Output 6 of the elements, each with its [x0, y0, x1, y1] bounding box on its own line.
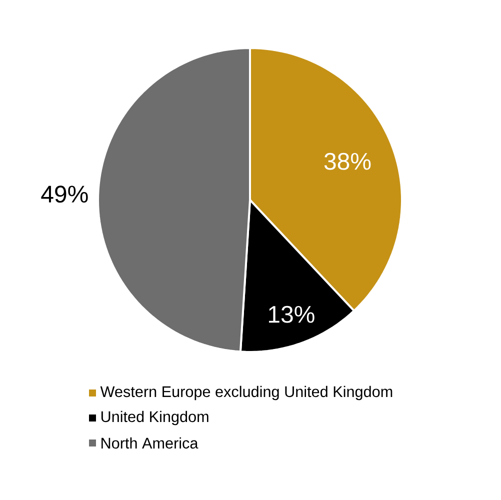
legend-label: North America — [102, 437, 198, 449]
legend-label: Western Europe excluding United Kingdom — [100, 386, 392, 400]
data-label: 13% — [268, 306, 314, 323]
legend-label: United Kingdom — [101, 410, 208, 426]
data-label: 49% — [41, 186, 88, 203]
data-label: 38% — [324, 152, 371, 170]
